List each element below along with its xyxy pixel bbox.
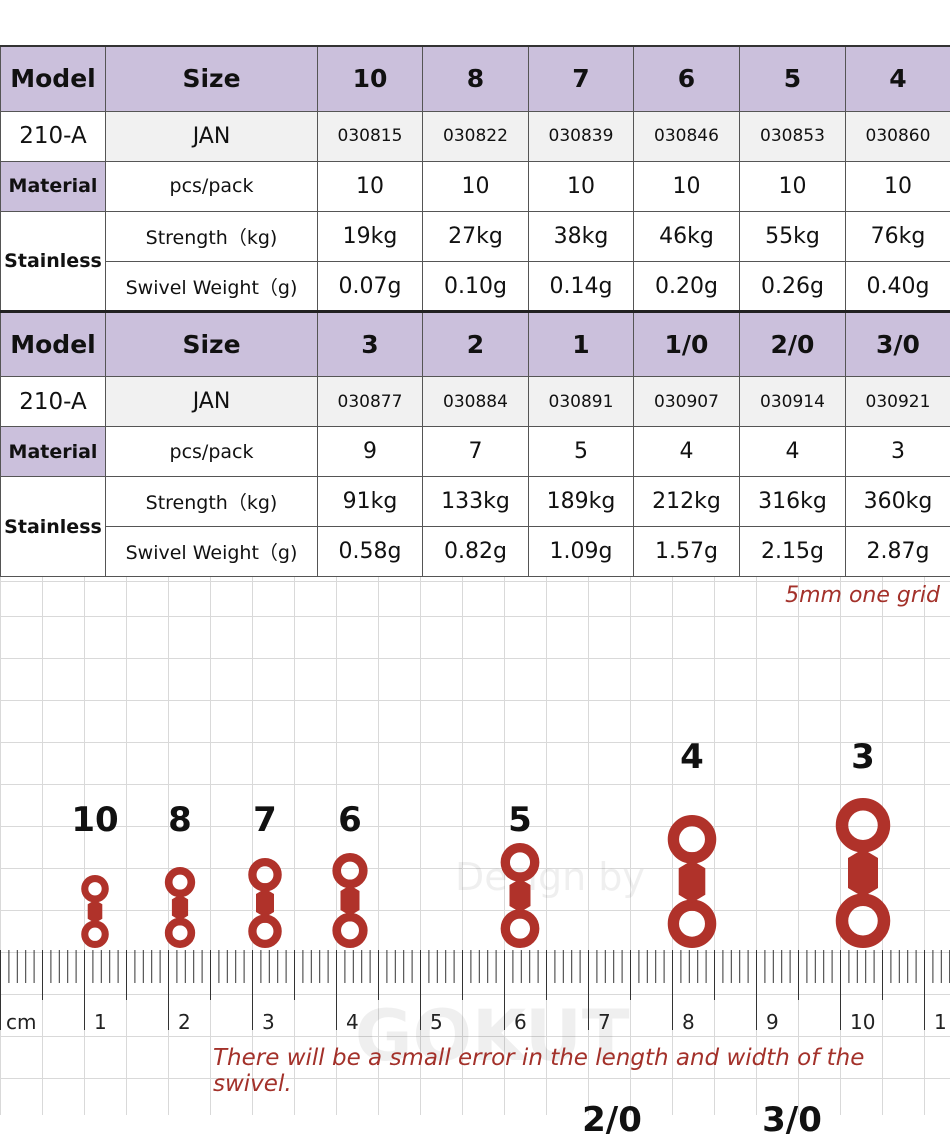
size-label-6: 6 bbox=[338, 800, 362, 840]
swivel-3 bbox=[842, 804, 884, 942]
size-label-3-0: 3/0 bbox=[762, 1100, 822, 1140]
swivel-7 bbox=[252, 862, 277, 944]
ruler-label: 1 bbox=[934, 1010, 947, 1034]
error-note: There will be a small error in the lengt… bbox=[213, 1045, 950, 1097]
swivels-illustration bbox=[0, 0, 950, 1115]
size-label-7: 7 bbox=[253, 800, 277, 840]
swivel-4 bbox=[673, 821, 710, 943]
swivel-5 bbox=[505, 848, 534, 944]
size-label-10: 10 bbox=[71, 800, 118, 840]
ruler-label: 4 bbox=[346, 1010, 359, 1034]
ruler-label: 5 bbox=[430, 1010, 443, 1034]
size-label-5: 5 bbox=[508, 800, 532, 840]
swivel-8 bbox=[169, 871, 192, 944]
ruler bbox=[0, 950, 950, 1035]
size-label-3: 3 bbox=[851, 737, 875, 777]
size-label-8: 8 bbox=[168, 800, 192, 840]
ruler-label: 6 bbox=[514, 1010, 527, 1034]
swivel-6 bbox=[337, 857, 364, 943]
ruler-label: 1 bbox=[94, 1010, 107, 1034]
ruler-label: 8 bbox=[682, 1010, 695, 1034]
size-label-4: 4 bbox=[680, 737, 704, 777]
swivel-10 bbox=[85, 879, 105, 945]
ruler-unit: cm bbox=[6, 1010, 36, 1034]
ruler-label: 7 bbox=[598, 1010, 611, 1034]
ruler-label: 9 bbox=[766, 1010, 779, 1034]
size-label-2-0: 2/0 bbox=[582, 1100, 642, 1140]
ruler-label: 2 bbox=[178, 1010, 191, 1034]
ruler-label: 3 bbox=[262, 1010, 275, 1034]
ruler-label: 10 bbox=[850, 1010, 875, 1034]
